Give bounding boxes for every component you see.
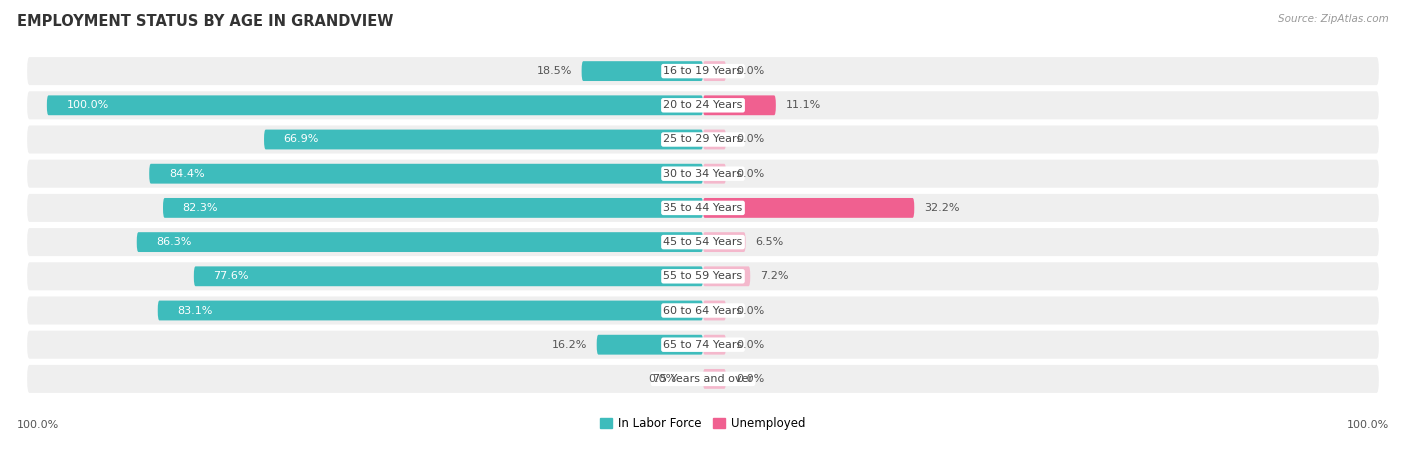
FancyBboxPatch shape xyxy=(27,262,1379,290)
FancyBboxPatch shape xyxy=(27,126,1379,153)
FancyBboxPatch shape xyxy=(27,57,1379,85)
Text: 16 to 19 Years: 16 to 19 Years xyxy=(664,66,742,76)
FancyBboxPatch shape xyxy=(703,198,914,218)
FancyBboxPatch shape xyxy=(27,228,1379,256)
Text: 100.0%: 100.0% xyxy=(66,100,108,110)
Text: 32.2%: 32.2% xyxy=(924,203,960,213)
Text: 65 to 74 Years: 65 to 74 Years xyxy=(664,340,742,350)
FancyBboxPatch shape xyxy=(703,232,745,252)
Text: 16.2%: 16.2% xyxy=(551,340,586,350)
FancyBboxPatch shape xyxy=(27,91,1379,119)
Text: 100.0%: 100.0% xyxy=(1347,420,1389,430)
Text: 0.0%: 0.0% xyxy=(648,374,676,384)
Text: 30 to 34 Years: 30 to 34 Years xyxy=(664,169,742,179)
Text: 60 to 64 Years: 60 to 64 Years xyxy=(664,306,742,315)
FancyBboxPatch shape xyxy=(157,301,703,320)
Text: 83.1%: 83.1% xyxy=(177,306,212,315)
FancyBboxPatch shape xyxy=(27,297,1379,324)
Text: 84.4%: 84.4% xyxy=(169,169,204,179)
FancyBboxPatch shape xyxy=(703,164,725,184)
FancyBboxPatch shape xyxy=(46,95,703,115)
FancyBboxPatch shape xyxy=(703,369,725,389)
Text: 45 to 54 Years: 45 to 54 Years xyxy=(664,237,742,247)
Text: 11.1%: 11.1% xyxy=(786,100,821,110)
Text: 0.0%: 0.0% xyxy=(735,306,763,315)
FancyBboxPatch shape xyxy=(27,160,1379,188)
Text: 77.6%: 77.6% xyxy=(214,271,249,281)
Text: 0.0%: 0.0% xyxy=(735,340,763,350)
Text: 0.0%: 0.0% xyxy=(735,66,763,76)
Text: 0.0%: 0.0% xyxy=(735,169,763,179)
Text: 6.5%: 6.5% xyxy=(755,237,783,247)
Text: 0.0%: 0.0% xyxy=(735,135,763,144)
FancyBboxPatch shape xyxy=(582,61,703,81)
Text: 75 Years and over: 75 Years and over xyxy=(652,374,754,384)
FancyBboxPatch shape xyxy=(27,365,1379,393)
FancyBboxPatch shape xyxy=(703,61,725,81)
FancyBboxPatch shape xyxy=(27,331,1379,359)
Text: 55 to 59 Years: 55 to 59 Years xyxy=(664,271,742,281)
Text: 20 to 24 Years: 20 to 24 Years xyxy=(664,100,742,110)
FancyBboxPatch shape xyxy=(163,198,703,218)
Text: 18.5%: 18.5% xyxy=(537,66,572,76)
FancyBboxPatch shape xyxy=(703,335,725,355)
FancyBboxPatch shape xyxy=(703,95,776,115)
Text: 0.0%: 0.0% xyxy=(735,374,763,384)
Text: 25 to 29 Years: 25 to 29 Years xyxy=(664,135,742,144)
Text: 7.2%: 7.2% xyxy=(761,271,789,281)
Text: 100.0%: 100.0% xyxy=(17,420,59,430)
Legend: In Labor Force, Unemployed: In Labor Force, Unemployed xyxy=(596,412,810,435)
Text: 82.3%: 82.3% xyxy=(183,203,218,213)
FancyBboxPatch shape xyxy=(703,130,725,149)
Text: EMPLOYMENT STATUS BY AGE IN GRANDVIEW: EMPLOYMENT STATUS BY AGE IN GRANDVIEW xyxy=(17,14,394,28)
FancyBboxPatch shape xyxy=(149,164,703,184)
FancyBboxPatch shape xyxy=(596,335,703,355)
FancyBboxPatch shape xyxy=(703,266,751,286)
FancyBboxPatch shape xyxy=(264,130,703,149)
Text: 35 to 44 Years: 35 to 44 Years xyxy=(664,203,742,213)
FancyBboxPatch shape xyxy=(136,232,703,252)
Text: Source: ZipAtlas.com: Source: ZipAtlas.com xyxy=(1278,14,1389,23)
FancyBboxPatch shape xyxy=(27,194,1379,222)
FancyBboxPatch shape xyxy=(194,266,703,286)
Text: 66.9%: 66.9% xyxy=(284,135,319,144)
Text: 86.3%: 86.3% xyxy=(156,237,191,247)
FancyBboxPatch shape xyxy=(703,301,725,320)
